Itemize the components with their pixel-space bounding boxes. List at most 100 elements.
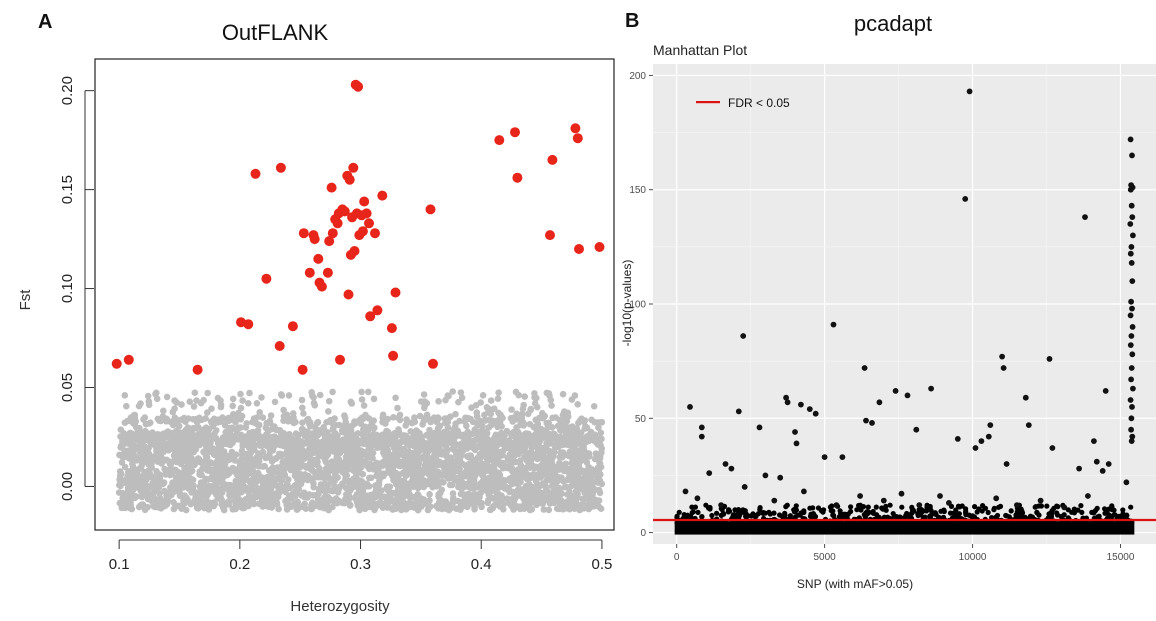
- background-snp-point: [502, 463, 510, 470]
- background-snp-point: [586, 453, 593, 460]
- snp-point: [728, 465, 735, 472]
- outlier-point: [344, 174, 355, 185]
- snp-point: [1037, 497, 1044, 504]
- background-snp-point: [208, 405, 215, 413]
- background-snp-point: [375, 434, 382, 442]
- background-snp-point: [220, 480, 228, 488]
- background-snp-point: [142, 420, 150, 428]
- background-snp-point: [300, 410, 307, 417]
- background-snp-point: [197, 399, 205, 407]
- background-snp-point: [235, 424, 242, 432]
- baseline-point: [748, 513, 754, 519]
- background-snp-point: [562, 460, 569, 468]
- background-snp-point: [511, 478, 518, 485]
- background-snp-point: [457, 490, 465, 498]
- snp-point: [801, 488, 807, 495]
- background-snp-point: [519, 405, 527, 413]
- baseline-point: [864, 509, 870, 515]
- background-snp-point: [577, 440, 584, 448]
- background-snp-point: [137, 400, 144, 407]
- background-snp-point: [128, 444, 136, 452]
- background-snp-point: [420, 391, 428, 398]
- background-snp-point: [331, 459, 338, 467]
- background-snp-point: [382, 441, 389, 448]
- background-snp-point: [153, 468, 160, 475]
- background-snp-point: [455, 467, 463, 475]
- baseline-point: [887, 502, 893, 508]
- background-snp-point: [313, 419, 321, 427]
- baseline-point: [839, 520, 845, 527]
- y-tick-label: 0.10: [59, 274, 76, 303]
- snp-point: [892, 388, 899, 394]
- background-snp-point: [435, 481, 442, 489]
- snp-point: [1127, 186, 1134, 193]
- background-snp-point: [271, 433, 279, 441]
- background-snp-point: [234, 436, 241, 443]
- panel-b-baseline-band: [674, 502, 1135, 535]
- baseline-point: [1116, 520, 1122, 527]
- background-snp-point: [418, 503, 425, 510]
- background-snp-point: [548, 482, 556, 490]
- background-snp-point: [141, 414, 149, 421]
- background-snp-point: [308, 389, 316, 396]
- background-snp-point: [442, 419, 449, 427]
- baseline-point: [1109, 520, 1115, 527]
- baseline-point: [856, 502, 862, 509]
- outlier-point: [298, 228, 309, 239]
- background-snp-point: [373, 442, 381, 450]
- background-snp-point: [255, 431, 262, 439]
- baseline-point: [890, 510, 896, 517]
- background-snp-point: [543, 470, 551, 477]
- background-snp-point: [253, 400, 261, 407]
- baseline-point: [1022, 514, 1028, 520]
- background-snp-point: [217, 437, 225, 445]
- background-snp-point: [172, 454, 179, 461]
- background-snp-point: [510, 506, 517, 513]
- baseline-point: [899, 504, 905, 510]
- baseline-point: [1071, 519, 1077, 526]
- baseline-point: [1101, 520, 1107, 527]
- background-snp-point: [410, 504, 418, 511]
- background-snp-point: [449, 490, 457, 497]
- baseline-point: [873, 504, 879, 510]
- baseline-point: [1044, 503, 1050, 509]
- panel-a-x-axis-label: Heterozygosity: [290, 598, 390, 615]
- baseline-point: [740, 507, 746, 513]
- background-snp-point: [479, 392, 487, 399]
- background-snp-point: [225, 501, 232, 508]
- snp-point: [1105, 461, 1112, 467]
- y-tick-label: 0.05: [59, 373, 76, 402]
- background-snp-point: [508, 406, 515, 413]
- background-snp-point: [489, 444, 496, 451]
- baseline-point: [753, 513, 759, 519]
- background-snp-point: [151, 494, 158, 502]
- snp-point: [966, 88, 973, 95]
- snp-point: [1128, 365, 1135, 371]
- background-snp-point: [202, 456, 209, 464]
- baseline-point: [828, 508, 834, 514]
- background-snp-point: [522, 430, 529, 438]
- background-snp-point: [171, 419, 178, 426]
- background-snp-point: [427, 463, 434, 471]
- background-snp-point: [312, 474, 319, 481]
- snp-point: [1129, 305, 1135, 312]
- snp-point: [1130, 385, 1136, 392]
- outlier-point: [339, 206, 350, 217]
- baseline-point: [963, 506, 969, 512]
- snp-point: [1128, 202, 1135, 209]
- background-snp-point: [523, 475, 531, 483]
- snp-point: [740, 333, 747, 339]
- background-snp-point: [191, 389, 199, 397]
- background-snp-point: [528, 506, 536, 513]
- snp-point: [1046, 356, 1053, 362]
- background-snp-point: [391, 499, 399, 506]
- background-snp-point: [555, 504, 563, 511]
- background-snp-point: [496, 503, 504, 510]
- background-snp-point: [417, 398, 425, 405]
- background-snp-point: [597, 505, 605, 512]
- background-snp-point: [259, 438, 267, 446]
- background-snp-point: [180, 497, 187, 505]
- background-snp-point: [543, 389, 551, 397]
- background-snp-point: [246, 454, 254, 461]
- background-snp-point: [379, 411, 387, 419]
